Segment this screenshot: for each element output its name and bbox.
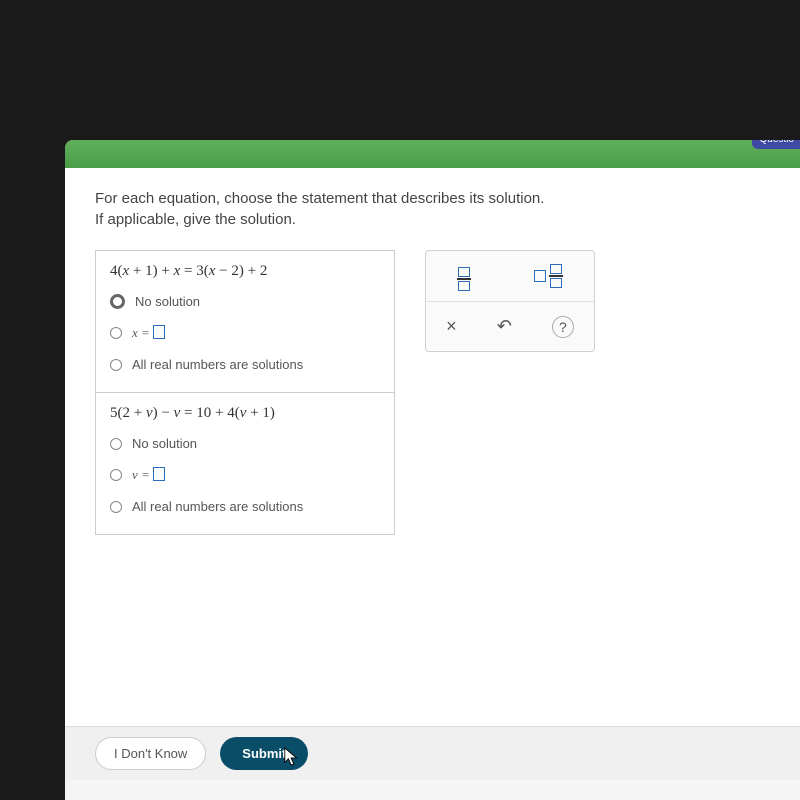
- equation-2: 5(2 + v) − v = 10 + 4(v + 1): [110, 405, 380, 422]
- fraction-tool[interactable]: [457, 261, 471, 291]
- help-tool[interactable]: ?: [552, 316, 574, 338]
- instructions-line2: If applicable, give the solution.: [95, 209, 770, 230]
- option-label: All real numbers are solutions: [132, 357, 303, 372]
- app-screen: Questio For each equation, choose the st…: [65, 140, 800, 800]
- radio-icon: [110, 469, 122, 481]
- option-all-reals-1[interactable]: All real numbers are solutions: [110, 357, 380, 372]
- radio-icon: [110, 359, 122, 371]
- option-no-solution-2[interactable]: No solution: [110, 436, 380, 451]
- option-value-2[interactable]: v =: [110, 467, 380, 483]
- var-label: x =: [132, 325, 165, 341]
- option-value-1[interactable]: x =: [110, 325, 380, 341]
- option-label: All real numbers are solutions: [132, 499, 303, 514]
- problem-1: 4(x + 1) + x = 3(x − 2) + 2 No solution …: [96, 251, 394, 392]
- instructions-line1: For each equation, choose the statement …: [95, 188, 770, 209]
- option-label: No solution: [132, 436, 197, 451]
- value-input-box[interactable]: [153, 467, 165, 481]
- var-label: v =: [132, 467, 165, 483]
- toolbox-row-actions: × ↶ ?: [426, 301, 594, 351]
- problems-panel: 4(x + 1) + x = 3(x − 2) + 2 No solution …: [95, 250, 395, 535]
- toolbox-row-fractions: [426, 251, 594, 301]
- math-toolbox: × ↶ ?: [425, 250, 595, 352]
- i-dont-know-button[interactable]: I Don't Know: [95, 737, 206, 770]
- option-all-reals-2[interactable]: All real numbers are solutions: [110, 499, 380, 514]
- content-area: For each equation, choose the statement …: [65, 168, 800, 728]
- instructions: For each equation, choose the statement …: [95, 188, 770, 230]
- problem-2: 5(2 + v) − v = 10 + 4(v + 1) No solution…: [96, 392, 394, 534]
- times-tool[interactable]: ×: [446, 316, 457, 337]
- main-layout: 4(x + 1) + x = 3(x − 2) + 2 No solution …: [95, 250, 770, 535]
- radio-icon: [110, 501, 122, 513]
- radio-icon: [110, 438, 122, 450]
- undo-tool[interactable]: ↶: [497, 316, 512, 337]
- option-no-solution-1[interactable]: No solution: [110, 294, 380, 309]
- cursor-icon: [283, 746, 301, 768]
- radio-icon: [110, 294, 125, 309]
- option-label: No solution: [135, 294, 200, 309]
- mixed-number-tool[interactable]: [534, 264, 563, 288]
- equation-1: 4(x + 1) + x = 3(x − 2) + 2: [110, 263, 380, 280]
- radio-icon: [110, 327, 122, 339]
- value-input-box[interactable]: [153, 325, 165, 339]
- header-bar: Questio: [65, 140, 800, 168]
- footer-bar: I Don't Know Submit: [65, 726, 800, 780]
- question-badge: Questio: [752, 140, 800, 149]
